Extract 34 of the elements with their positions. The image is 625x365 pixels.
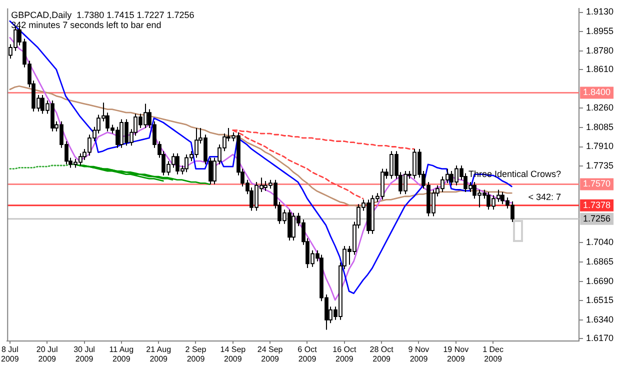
- x-tick-label: 6 Oct 2009: [298, 344, 318, 364]
- x-tick-label: 20 Jul 2009: [36, 344, 58, 364]
- x-tick-label: 30 Jul 2009: [74, 344, 96, 364]
- x-tick-label: 2 Sep 2009: [185, 344, 207, 364]
- y-tick-label: 1.6340: [586, 314, 614, 324]
- x-tick-label: 19 Nov 2009: [443, 344, 469, 364]
- y-tick-label: 1.8780: [586, 45, 614, 56]
- y-tick-label: 1.6170: [586, 333, 614, 344]
- ref-line-label: 1.7570: [583, 178, 611, 189]
- x-tick-label: 8 Jul 2009: [1, 344, 20, 364]
- ref-line-label: 1.8400: [583, 87, 611, 98]
- y-tick-label: 1.8260: [586, 102, 614, 113]
- y-tick-label: 1.7735: [586, 160, 614, 171]
- y-tick-label: 1.8085: [586, 122, 614, 132]
- y-tick-label: 1.6865: [586, 256, 614, 266]
- chart-title: GBPCAD,Daily 1.7380 1.7415 1.7227 1.7256: [11, 10, 194, 20]
- x-tick-label: 14 Sep 2009: [220, 344, 246, 364]
- y-tick-label: 1.6515: [586, 295, 614, 306]
- x-tick-label: 1 Dec 2009: [482, 344, 504, 364]
- y-tick-label: 1.7910: [586, 141, 614, 152]
- x-tick-label: 11 Aug 2009: [109, 344, 134, 364]
- ref-line-label: 1.7256: [583, 213, 611, 224]
- y-tick-label: 1.8955: [586, 26, 614, 36]
- x-tick-label: 28 Oct 2009: [370, 344, 394, 364]
- y-tick-label: 1.9130: [586, 6, 614, 17]
- ref-line-label: 1.7378: [583, 200, 611, 210]
- y-tick-label: 1.6690: [586, 276, 614, 286]
- y-tick-label: 1.7040: [586, 237, 614, 248]
- x-tick-label: 16 Oct 2009: [332, 344, 357, 364]
- x-tick-label: 21 Aug 2009: [146, 344, 172, 364]
- y-tick-label: 1.8610: [586, 64, 614, 74]
- x-tick-label: 24 Sep 2009: [257, 344, 284, 364]
- annotation: < 342: 7: [528, 192, 561, 202]
- x-tick-label: 9 Nov 2009: [408, 344, 430, 364]
